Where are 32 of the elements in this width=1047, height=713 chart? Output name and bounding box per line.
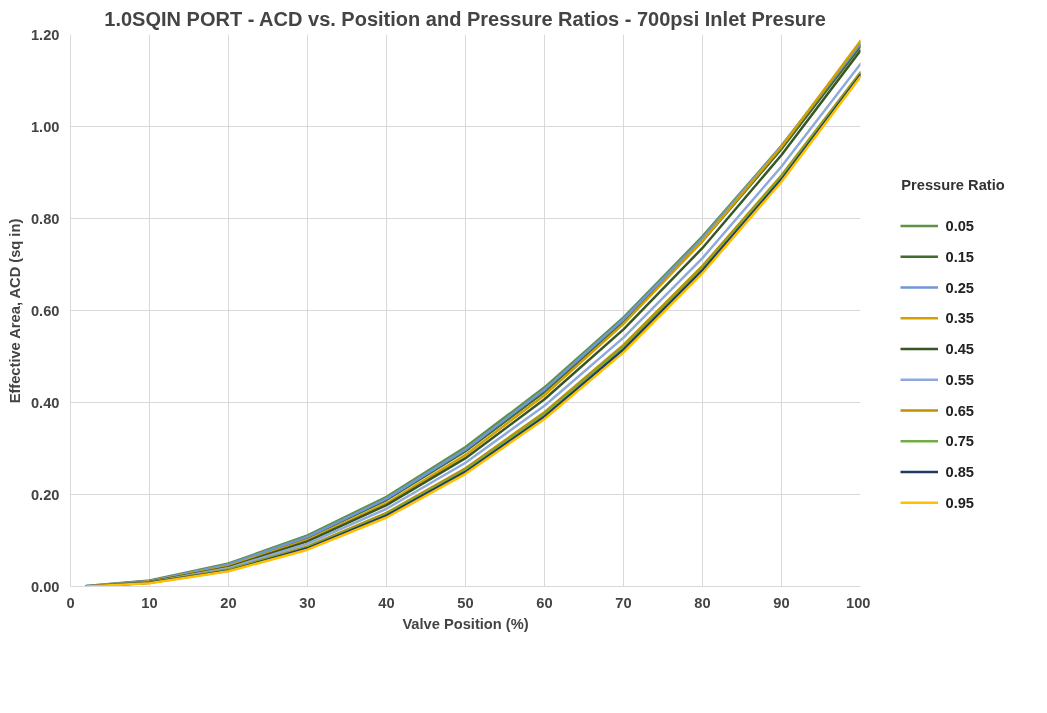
- x-tick-label: 20: [220, 594, 237, 611]
- legend-label: 0.45: [945, 341, 975, 358]
- legend-label: 0.55: [945, 371, 975, 388]
- y-tick-label: 0.20: [30, 486, 60, 503]
- legend-label: 0.25: [945, 279, 975, 296]
- x-tick-label: 50: [457, 594, 474, 611]
- y-tick-label: 0.80: [30, 210, 60, 227]
- legend-label: 0.75: [945, 433, 975, 450]
- legend-label: 0.15: [945, 248, 975, 265]
- legend-label: 0.95: [945, 494, 975, 511]
- x-tick-label: 100: [846, 594, 871, 611]
- legend-title: Pressure Ratio: [901, 176, 1005, 193]
- x-tick-label: 0: [66, 594, 75, 611]
- y-tick-label: 1.20: [30, 26, 60, 43]
- chart-title: 1.0SQIN PORT - ACD vs. Position and Pressure Ratios - 700psi Inlet Presure: [104, 7, 826, 30]
- x-tick-label: 60: [536, 594, 553, 611]
- x-tick-label: 90: [773, 594, 790, 611]
- x-tick-label: 80: [694, 594, 711, 611]
- x-axis-title: Valve Position (%): [402, 615, 529, 632]
- legend-label: 0.35: [945, 310, 975, 327]
- x-tick-label: 40: [378, 594, 395, 611]
- y-tick-label: 1.00: [30, 118, 60, 135]
- y-tick-label: 0.40: [30, 394, 60, 411]
- legend-label: 0.05: [945, 218, 975, 235]
- legend-label: 0.85: [945, 464, 975, 481]
- x-tick-label: 70: [615, 594, 632, 611]
- x-tick-label: 30: [299, 594, 316, 611]
- legend-label: 0.65: [945, 402, 975, 419]
- y-tick-label: 0.60: [30, 302, 60, 319]
- y-axis-title: Effective Area, ACD (sq in): [6, 218, 23, 404]
- y-tick-label: 0.00: [30, 578, 60, 595]
- x-tick-label: 10: [141, 594, 158, 611]
